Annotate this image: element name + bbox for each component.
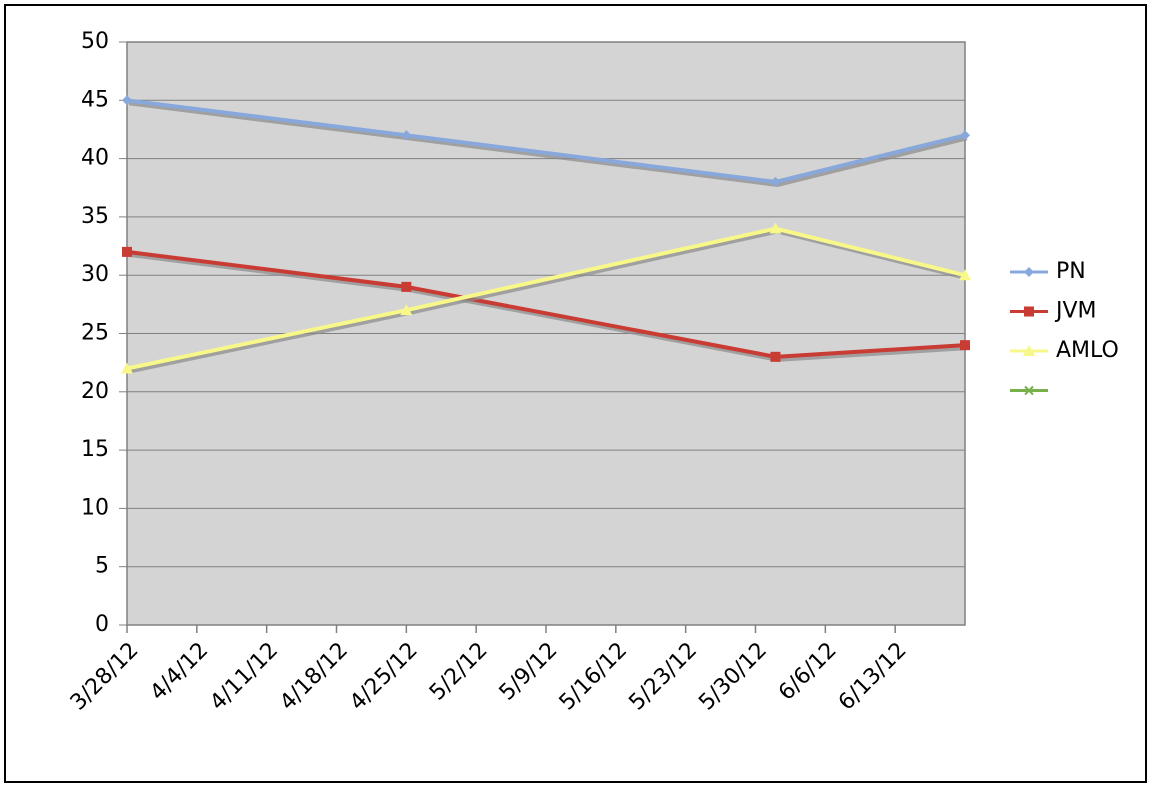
legend-entry: AMLO — [1010, 338, 1119, 363]
marker — [769, 222, 782, 234]
legend-entry: JVM — [1010, 299, 1097, 324]
marker — [960, 340, 970, 351]
y-tick-label: 45 — [81, 87, 109, 112]
legend-entry: PN — [1010, 259, 1086, 284]
series-line — [126, 249, 966, 359]
y-tick-label: 5 — [95, 554, 109, 579]
legend-label: AMLO — [1056, 338, 1119, 363]
y-tick-label: 10 — [81, 495, 109, 520]
marker — [122, 95, 132, 106]
marker — [401, 281, 412, 292]
marker — [1023, 345, 1035, 356]
y-tick-label: 35 — [81, 204, 109, 229]
marker — [1024, 267, 1034, 277]
series-line — [126, 226, 966, 371]
legend-label: PN — [1056, 259, 1086, 284]
marker — [1024, 306, 1034, 317]
marker — [1024, 385, 1034, 396]
y-tick-label: 40 — [81, 146, 109, 171]
marker — [121, 362, 133, 374]
series-line — [126, 98, 966, 184]
y-tick-label: 25 — [81, 321, 109, 346]
line-shadow — [128, 101, 968, 187]
y-tick-label: 0 — [95, 612, 109, 637]
marker — [401, 130, 412, 141]
marker — [770, 176, 781, 187]
marker — [400, 304, 413, 316]
marker — [960, 130, 970, 141]
y-tick-label: 20 — [81, 379, 109, 404]
line-shadow — [128, 229, 968, 374]
marker — [122, 246, 132, 257]
y-tick-label: 30 — [81, 262, 109, 287]
legend-label: JVM — [1054, 299, 1097, 324]
y-tick-label: 50 — [81, 29, 109, 54]
marker — [959, 269, 971, 281]
legend-entry — [1010, 385, 1048, 396]
line-shadow — [128, 252, 968, 362]
y-tick-label: 15 — [81, 437, 109, 462]
marker — [770, 351, 781, 362]
